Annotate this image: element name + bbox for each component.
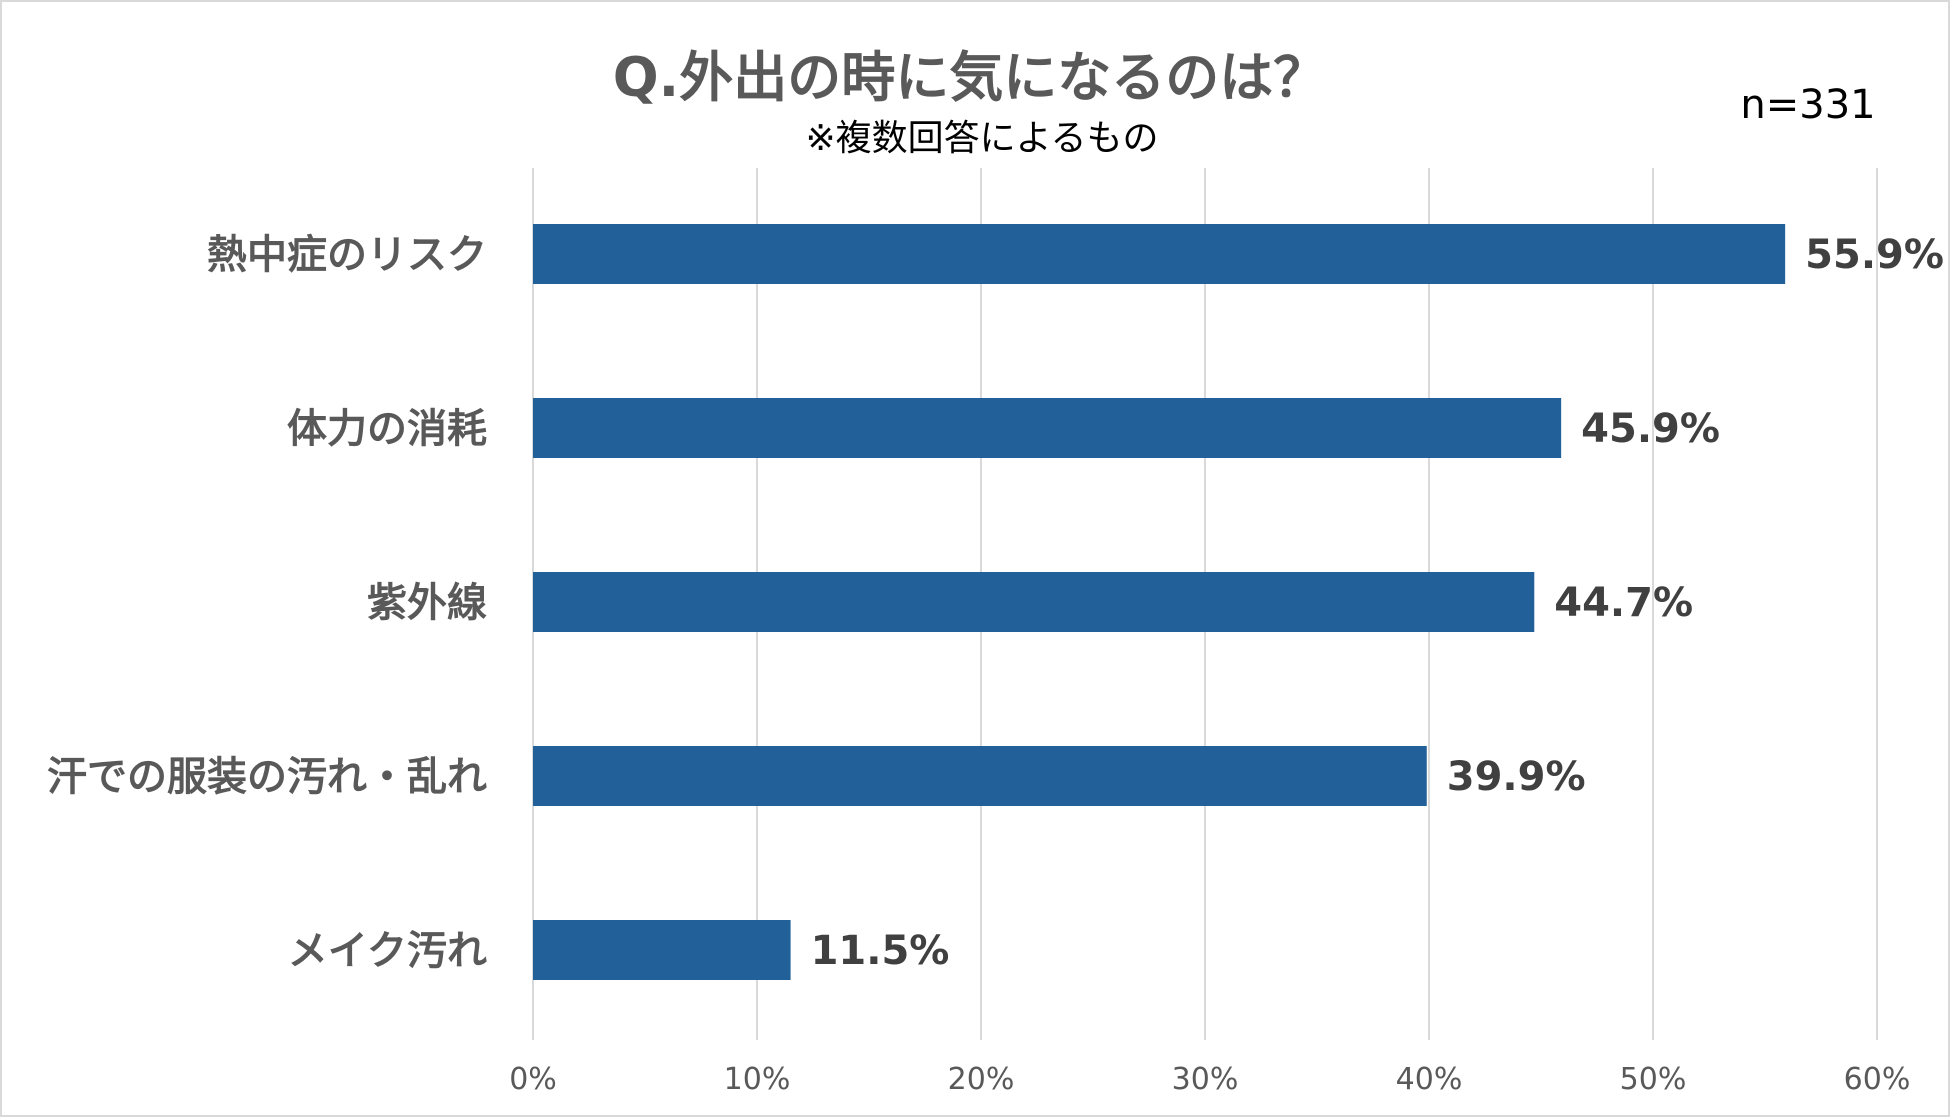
bar bbox=[533, 572, 1535, 632]
bar bbox=[533, 224, 1786, 284]
bars bbox=[533, 224, 1786, 980]
sample-size-label: n=331 bbox=[1740, 82, 1875, 128]
bar bbox=[533, 398, 1562, 458]
x-tick-label: 40% bbox=[1396, 1062, 1463, 1097]
value-label: 44.7% bbox=[1554, 580, 1693, 626]
category-label: 汗での服装の汚れ・乱れ bbox=[47, 754, 487, 800]
x-tick-label: 60% bbox=[1844, 1062, 1911, 1097]
value-label: 11.5% bbox=[811, 928, 950, 974]
x-tick-label: 10% bbox=[724, 1062, 791, 1097]
category-label: 体力の消耗 bbox=[287, 406, 487, 452]
category-label: 紫外線 bbox=[367, 580, 487, 626]
value-label: 55.9% bbox=[1805, 232, 1944, 278]
category-label: メイク汚れ bbox=[288, 928, 487, 974]
value-label: 45.9% bbox=[1581, 406, 1720, 452]
x-tick-label: 20% bbox=[948, 1062, 1015, 1097]
chart-subtitle: ※複数回答によるもの bbox=[805, 118, 1158, 159]
chart-title: Q.外出の時に気になるのは？ bbox=[613, 46, 1327, 109]
x-tick-label: 0% bbox=[509, 1062, 557, 1097]
bar bbox=[533, 746, 1427, 806]
labels: 0% 10% 20% 30% 40% 50% 60% 熱中症のリスク 55.9% 体力の消耗 45.… bbox=[47, 232, 1944, 1097]
bar bbox=[533, 920, 791, 980]
value-label: 39.9% bbox=[1447, 754, 1586, 800]
category-label: 熱中症のリスク bbox=[207, 232, 487, 278]
x-tick-label: 50% bbox=[1620, 1062, 1687, 1097]
x-tick-label: 30% bbox=[1172, 1062, 1239, 1097]
